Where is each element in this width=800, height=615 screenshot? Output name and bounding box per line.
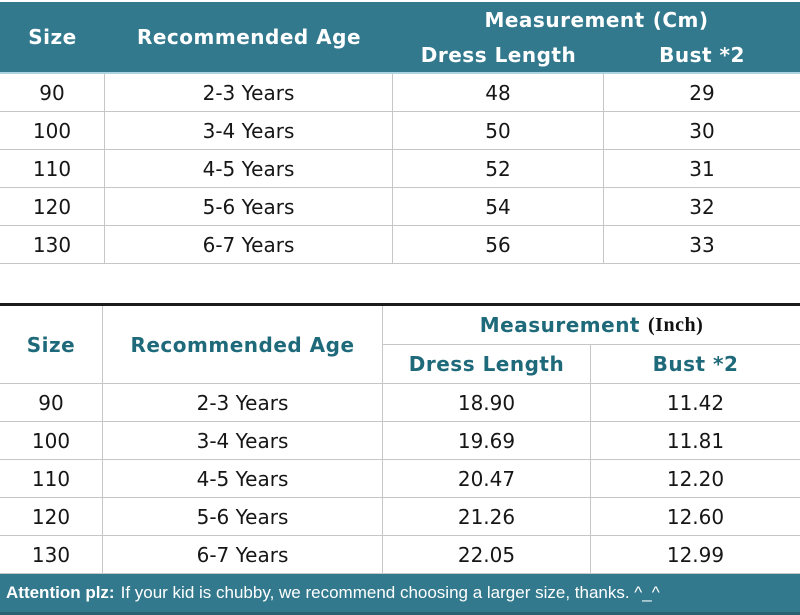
- table-row: 110 4-5 Years 20.47 12.20: [0, 460, 800, 498]
- size-cell: 130: [0, 226, 105, 264]
- inch-unit-label: (Inch): [648, 313, 704, 336]
- size-cell: 110: [0, 150, 105, 188]
- dress-length-cell: 19.69: [383, 422, 591, 460]
- inch-header-dress-length: Dress Length: [383, 345, 591, 383]
- table-row: 100 3-4 Years 50 30: [0, 112, 800, 150]
- size-cell: 100: [0, 422, 103, 460]
- age-cell: 6-7 Years: [103, 536, 383, 574]
- inch-measurement-label: Measurement: [479, 313, 640, 337]
- dress-length-cell: 50: [393, 112, 604, 150]
- attention-label: Attention plz:: [6, 583, 115, 602]
- dress-length-cell: 48: [393, 74, 604, 112]
- table-row: 120 5-6 Years 21.26 12.60: [0, 498, 800, 536]
- cm-header-bust: Bust *2: [659, 43, 745, 67]
- cm-header-size: Size: [28, 25, 77, 49]
- age-cell: 3-4 Years: [105, 112, 393, 150]
- table-row: 130 6-7 Years 22.05 12.99: [0, 536, 800, 574]
- inch-header-bust: Bust *2: [652, 352, 739, 376]
- age-cell: 6-7 Years: [105, 226, 393, 264]
- cm-unit-label: (Cm): [652, 8, 709, 32]
- age-cell: 5-6 Years: [105, 188, 393, 226]
- age-cell: 3-4 Years: [103, 422, 383, 460]
- table-row: 90 2-3 Years 48 29: [0, 74, 800, 112]
- cm-measurement-label: Measurement: [484, 8, 645, 32]
- age-cell: 4-5 Years: [105, 150, 393, 188]
- dress-length-cell: 21.26: [383, 498, 591, 536]
- cm-header-dress-length: Dress Length: [420, 43, 577, 67]
- dress-length-cell: 54: [393, 188, 604, 226]
- age-cell: 5-6 Years: [103, 498, 383, 536]
- attention-message: If your kid is chubby, we recommend choo…: [120, 583, 660, 602]
- bust-cell: 30: [604, 112, 800, 150]
- dress-length-cell: 56: [393, 226, 604, 264]
- inch-header-recommended-age: Recommended Age: [103, 306, 383, 383]
- bust-cell: 12.20: [591, 460, 800, 498]
- dress-length-cell: 22.05: [383, 536, 591, 574]
- inch-header-measurement: Measurement (Inch): [383, 306, 800, 345]
- bust-cell: 12.60: [591, 498, 800, 536]
- bust-cell: 29: [604, 74, 800, 112]
- bust-cell: 32: [604, 188, 800, 226]
- bust-cell: 11.42: [591, 384, 800, 422]
- cm-table-body: 90 2-3 Years 48 29 100 3-4 Years 50 30 1…: [0, 74, 800, 264]
- size-cell: 100: [0, 112, 105, 150]
- size-cell: 120: [0, 498, 103, 536]
- table-row: 110 4-5 Years 52 31: [0, 150, 800, 188]
- inch-table-header: Size Recommended Age Measurement (Inch) …: [0, 306, 800, 384]
- table-row: 90 2-3 Years 18.90 11.42: [0, 384, 800, 422]
- inch-table-body: 90 2-3 Years 18.90 11.42 100 3-4 Years 1…: [0, 384, 800, 574]
- dress-length-cell: 18.90: [383, 384, 591, 422]
- table-row: 130 6-7 Years 56 33: [0, 226, 800, 264]
- age-cell: 2-3 Years: [105, 74, 393, 112]
- table-row: 120 5-6 Years 54 32: [0, 188, 800, 226]
- bust-cell: 31: [604, 150, 800, 188]
- size-cell: 130: [0, 536, 103, 574]
- spacer-row: [0, 264, 800, 306]
- table-row: 100 3-4 Years 19.69 11.81: [0, 422, 800, 460]
- inch-header-size: Size: [0, 306, 103, 383]
- cm-table-header: Size Recommended Age Measurement (Cm) Dr…: [0, 2, 800, 74]
- attention-note-bar: Attention plz: If your kid is chubby, we…: [0, 574, 800, 615]
- age-cell: 4-5 Years: [103, 460, 383, 498]
- bust-cell: 11.81: [591, 422, 800, 460]
- bust-cell: 12.99: [591, 536, 800, 574]
- cm-header-measurement: Measurement (Cm): [393, 2, 800, 38]
- size-cell: 90: [0, 384, 103, 422]
- bust-cell: 33: [604, 226, 800, 264]
- age-cell: 2-3 Years: [103, 384, 383, 422]
- size-cell: 110: [0, 460, 103, 498]
- dress-length-cell: 52: [393, 150, 604, 188]
- dress-length-cell: 20.47: [383, 460, 591, 498]
- size-cell: 90: [0, 74, 105, 112]
- size-cell: 120: [0, 188, 105, 226]
- cm-header-recommended-age: Recommended Age: [136, 25, 362, 49]
